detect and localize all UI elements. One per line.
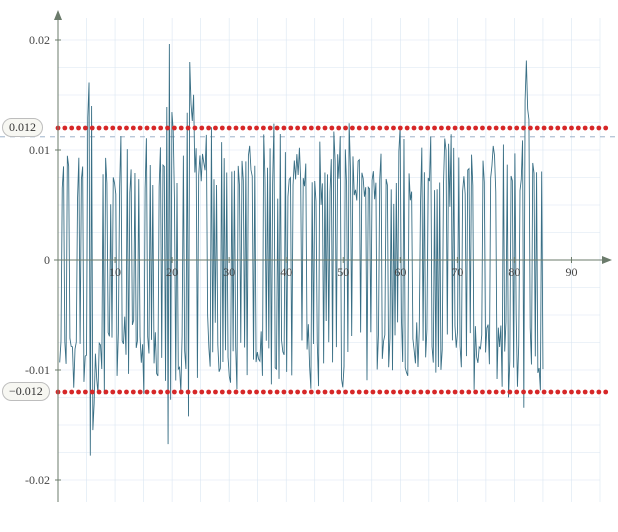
x-tick-label: 20 xyxy=(166,265,178,279)
y-tick-label: 0.02 xyxy=(29,33,50,47)
x-tick-label: 60 xyxy=(394,265,406,279)
x-tick-label: 70 xyxy=(451,265,463,279)
x-tick-label: 90 xyxy=(565,265,577,279)
lower-threshold-tag-text: −0.012 xyxy=(9,384,43,398)
x-tick-label: 80 xyxy=(508,265,520,279)
noise-chart: 10 20 30 40 50 60 70 80 90 -0.02 -0.01 0 0.01 0.02 0.… xyxy=(0,0,618,532)
y-tick-label: 0.01 xyxy=(29,143,50,157)
x-tick-label: 30 xyxy=(223,265,235,279)
y-tick-label: -0.01 xyxy=(25,363,50,377)
y-tick-label: -0.02 xyxy=(25,473,50,487)
y-tick-label: 0 xyxy=(44,253,50,267)
lower-threshold-tag: −0.012 xyxy=(2,382,50,401)
chart-svg: 10 20 30 40 50 60 70 80 90 -0.02 -0.01 0 0.01 0.02 xyxy=(0,0,618,532)
upper-threshold-tag-text: 0.012 xyxy=(9,120,36,134)
x-tick-label: 50 xyxy=(337,265,349,279)
upper-threshold-tag: 0.012 xyxy=(2,118,43,137)
x-tick-label: 10 xyxy=(109,265,121,279)
x-tick-label: 40 xyxy=(280,265,292,279)
